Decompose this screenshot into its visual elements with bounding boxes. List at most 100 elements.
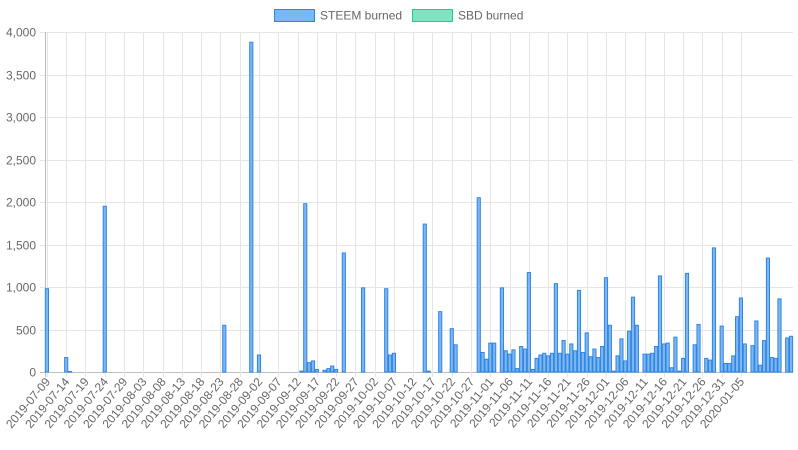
bar-steem[interactable] — [384, 288, 389, 373]
bar-steem[interactable] — [708, 359, 713, 373]
bar-steem[interactable] — [758, 364, 763, 373]
bar-steem[interactable] — [484, 358, 489, 373]
bar-steem[interactable] — [546, 355, 551, 373]
bar-steem[interactable] — [438, 311, 443, 373]
bar-steem[interactable] — [754, 320, 759, 373]
bar-steem[interactable] — [592, 348, 597, 373]
bar-steem[interactable] — [549, 352, 555, 373]
bar-steem[interactable] — [719, 325, 724, 373]
bar-steem[interactable] — [669, 367, 674, 373]
bar-steem[interactable] — [654, 346, 659, 373]
bar-steem[interactable] — [44, 288, 50, 373]
bar-steem[interactable] — [600, 346, 605, 373]
bar-steem[interactable] — [565, 353, 570, 373]
bar-steem[interactable] — [249, 41, 254, 373]
bar-steem[interactable] — [731, 355, 736, 373]
bar-steem[interactable] — [526, 272, 531, 373]
bar-steem[interactable] — [507, 353, 512, 373]
legend-item-steem[interactable]: STEEM burned — [274, 9, 403, 23]
bar-steem[interactable] — [322, 369, 327, 373]
bar-steem[interactable] — [256, 354, 262, 373]
bar-steem[interactable] — [361, 287, 366, 373]
legend-item-sbd[interactable]: SBD burned — [412, 9, 524, 23]
bar-steem[interactable] — [453, 344, 458, 373]
bar-steem[interactable] — [515, 368, 520, 373]
bar-steem[interactable] — [449, 328, 454, 373]
bar-steem[interactable] — [102, 205, 107, 373]
bar-steem[interactable] — [542, 352, 547, 373]
bar-steem[interactable] — [696, 323, 701, 373]
bar-steem[interactable] — [326, 368, 331, 373]
bar-steem[interactable] — [569, 343, 574, 373]
bar-steem[interactable] — [627, 330, 632, 373]
bar-steem[interactable] — [330, 365, 335, 373]
bar-steem[interactable] — [488, 342, 493, 373]
bar-steem[interactable] — [684, 272, 690, 373]
bar-steem[interactable] — [742, 343, 747, 373]
bar-steem[interactable] — [561, 340, 566, 373]
bar-steem[interactable] — [499, 287, 504, 373]
bar-steem[interactable] — [480, 351, 485, 373]
bar-steem[interactable] — [310, 360, 316, 373]
bar-steem[interactable] — [576, 289, 582, 373]
bar-steem[interactable] — [723, 363, 728, 373]
bar-steem[interactable] — [522, 348, 528, 373]
bar-steem[interactable] — [665, 342, 670, 373]
bar-steem[interactable] — [422, 223, 427, 373]
bar-steem[interactable] — [580, 351, 585, 373]
bar-steem[interactable] — [519, 346, 524, 373]
bar-steem[interactable] — [788, 335, 794, 373]
bar-steem[interactable] — [704, 357, 709, 373]
bar-steem[interactable] — [634, 324, 639, 373]
bar-steem[interactable] — [692, 344, 697, 373]
bar-steem[interactable] — [769, 357, 774, 373]
bar-steem[interactable] — [334, 368, 339, 373]
bar-steem[interactable] — [222, 324, 227, 373]
bar-steem[interactable] — [426, 370, 431, 373]
bar-steem[interactable] — [681, 357, 686, 373]
bar-steem[interactable] — [67, 371, 73, 373]
bar-steem[interactable] — [738, 297, 744, 373]
bar-steem[interactable] — [534, 357, 539, 373]
bar-steem[interactable] — [492, 342, 497, 373]
bar-steem[interactable] — [388, 354, 393, 373]
bar-steem[interactable] — [785, 337, 790, 373]
bar-steem[interactable] — [530, 368, 535, 373]
bar-steem[interactable] — [607, 324, 612, 373]
bar-steem[interactable] — [777, 298, 782, 373]
bar-steem[interactable] — [391, 352, 397, 373]
bar-steem[interactable] — [619, 338, 624, 373]
bar-steem[interactable] — [642, 353, 647, 373]
bar-steem[interactable] — [750, 345, 755, 373]
bar-steem[interactable] — [646, 353, 651, 373]
bar-steem[interactable] — [307, 362, 312, 373]
bar-steem[interactable] — [476, 197, 481, 373]
bar-steem[interactable] — [661, 343, 666, 373]
bar-steem[interactable] — [650, 352, 655, 373]
bar-steem[interactable] — [584, 332, 589, 373]
bar-steem[interactable] — [673, 336, 678, 373]
bar-steem[interactable] — [299, 370, 304, 373]
bar-steem[interactable] — [64, 357, 69, 373]
bar-steem[interactable] — [596, 357, 601, 373]
bar-steem[interactable] — [603, 277, 609, 373]
bar-steem[interactable] — [557, 352, 562, 373]
bar-steem[interactable] — [314, 368, 319, 373]
bar-steem[interactable] — [573, 350, 578, 373]
bar-steem[interactable] — [341, 252, 346, 373]
bar-steem[interactable] — [588, 356, 593, 373]
bar-steem[interactable] — [511, 349, 516, 373]
bar-steem[interactable] — [762, 340, 767, 373]
bar-steem[interactable] — [765, 257, 771, 373]
bar-steem[interactable] — [553, 283, 558, 373]
bar-steem[interactable] — [773, 357, 778, 373]
bar-steem[interactable] — [615, 355, 620, 373]
bar-steem[interactable] — [503, 350, 508, 373]
bar-steem[interactable] — [677, 370, 682, 373]
bar-steem[interactable] — [735, 316, 740, 373]
bar-steem[interactable] — [611, 370, 616, 373]
bar-steem[interactable] — [630, 296, 636, 373]
bar-steem[interactable] — [727, 363, 732, 373]
bar-steem[interactable] — [657, 275, 663, 373]
bar-steem[interactable] — [711, 247, 717, 373]
